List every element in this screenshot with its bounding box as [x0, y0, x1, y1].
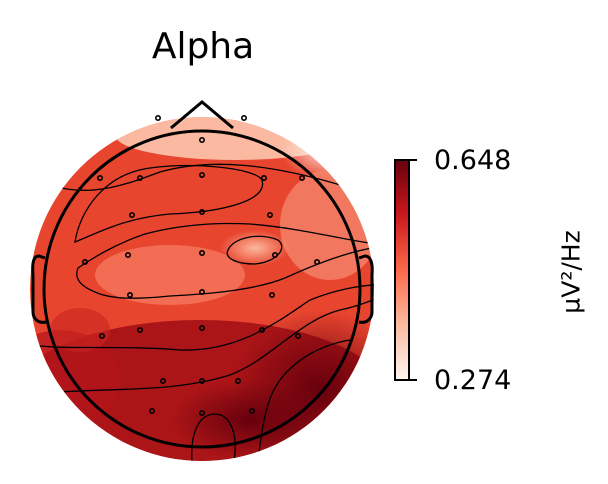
sensor-marker [241, 115, 248, 122]
sensor-marker [125, 252, 132, 259]
chart-title: Alpha [151, 26, 255, 67]
colorbar-tick-label-max: 0.648 [434, 145, 512, 176]
sensor-marker [199, 209, 206, 216]
left-ear-icon [31, 254, 47, 324]
sensor-marker [266, 212, 273, 219]
contour-lines [31, 163, 374, 461]
sensor-marker [137, 175, 144, 182]
sensor-marker [268, 291, 275, 298]
colorbar [394, 159, 417, 381]
nose-icon [170, 100, 234, 130]
sensor-marker [137, 326, 144, 333]
sensor-marker [127, 291, 134, 298]
head-outline [31, 100, 374, 449]
colorbar-gradient [394, 159, 410, 381]
sensor-marker [199, 172, 206, 179]
sensor-marker [260, 175, 267, 182]
colorbar-label: µV²/Hz [556, 230, 586, 314]
sensor-marker [199, 137, 206, 144]
sensor-marker [298, 175, 305, 182]
sensor-marker [99, 332, 106, 339]
sensor-marker [271, 252, 278, 259]
sensor-marker [294, 332, 301, 339]
sensor-markers [82, 115, 320, 416]
sensor-marker [199, 409, 206, 416]
sensor-marker [199, 288, 206, 295]
sensor-marker [155, 115, 162, 122]
sensor-marker [129, 212, 136, 219]
sensor-marker [149, 407, 156, 414]
sensor-marker [199, 377, 206, 384]
sensor-marker [82, 258, 89, 265]
sensor-marker [160, 377, 167, 384]
sensor-marker [97, 175, 104, 182]
sensor-marker [235, 377, 242, 384]
sensor-marker [249, 407, 256, 414]
right-ear-icon [358, 254, 374, 324]
sensor-marker [258, 326, 265, 333]
sensor-marker [313, 258, 320, 265]
head-circle [42, 129, 362, 449]
sensor-marker [199, 250, 206, 257]
sensor-marker [199, 324, 206, 331]
colorbar-tick-label-min: 0.274 [434, 365, 512, 396]
